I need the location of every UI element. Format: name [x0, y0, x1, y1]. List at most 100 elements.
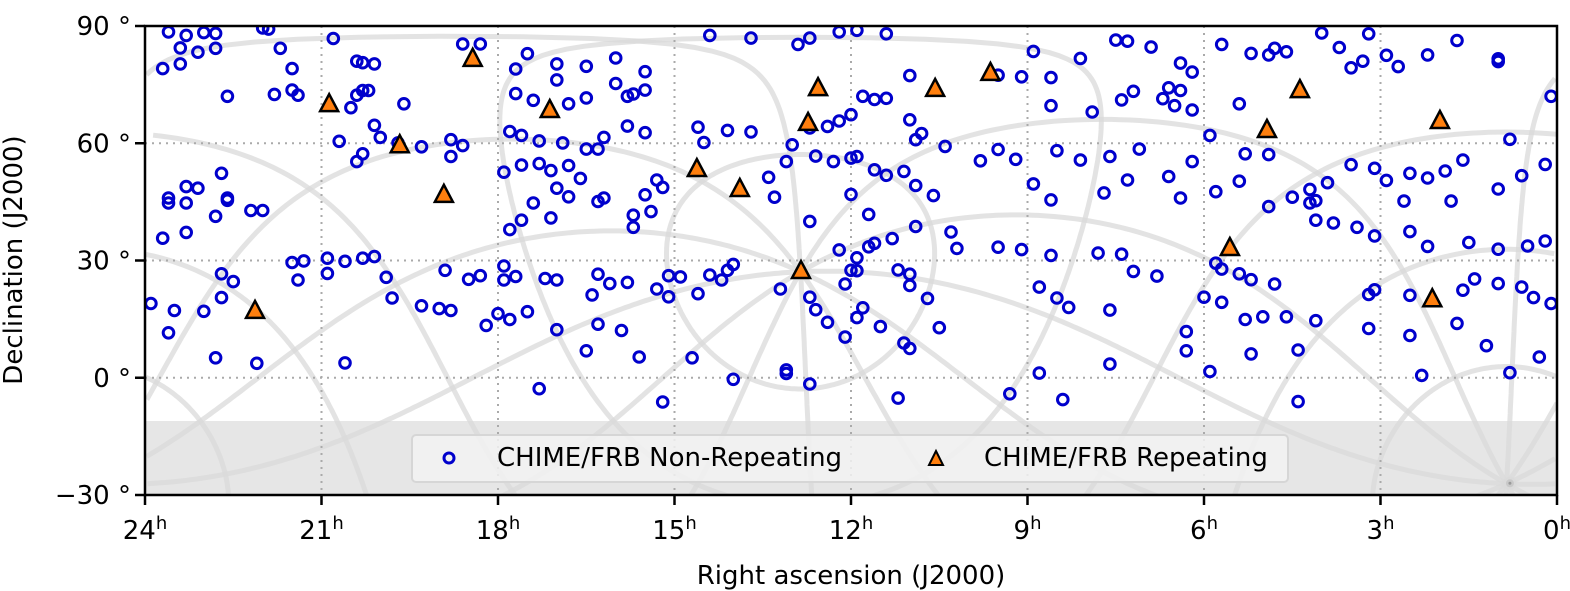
galactic-grid-line: [145, 33, 1557, 484]
data-point-non-repeating: [791, 37, 805, 52]
data-point-non-repeating: [1285, 190, 1300, 204]
data-point-non-repeating: [1532, 350, 1547, 364]
data-point-non-repeating: [879, 27, 894, 41]
data-point-non-repeating: [991, 142, 1005, 157]
data-point-non-repeating: [1161, 169, 1176, 184]
data-point-non-repeating: [497, 273, 511, 287]
data-point-non-repeating: [591, 317, 605, 332]
data-point-non-repeating: [514, 128, 529, 143]
data-point-non-repeating: [361, 83, 376, 98]
data-point-non-repeating: [561, 97, 576, 111]
data-point-non-repeating: [503, 124, 517, 139]
data-point-non-repeating: [744, 31, 758, 45]
data-point-non-repeating: [1291, 394, 1305, 409]
data-point-non-repeating: [367, 57, 382, 71]
x-tick-label: 18h: [476, 513, 521, 546]
data-point-non-repeating: [903, 341, 917, 356]
data-point-non-repeating: [1073, 153, 1088, 167]
data-point-non-repeating: [579, 91, 594, 105]
data-point-non-repeating: [214, 166, 229, 181]
data-point-non-repeating: [685, 351, 699, 365]
data-point-non-repeating: [550, 273, 564, 287]
data-point-non-repeating: [1156, 91, 1170, 106]
data-point-non-repeating: [473, 37, 488, 51]
data-point-non-repeating: [326, 31, 341, 46]
data-point-non-repeating: [1538, 234, 1552, 248]
data-point-non-repeating: [1232, 174, 1247, 188]
data-point-non-repeating: [473, 268, 488, 283]
data-point-non-repeating: [1050, 291, 1064, 305]
data-point-non-repeating: [720, 123, 735, 138]
data-point-non-repeating: [320, 266, 335, 281]
data-point-non-repeating: [938, 139, 952, 154]
data-point-non-repeating: [644, 204, 658, 219]
data-point-non-repeating: [438, 263, 452, 278]
data-point-non-repeating: [1309, 313, 1323, 328]
y-tick-label: 60 °: [77, 129, 131, 159]
x-axis-label: Right ascension (J2000): [697, 561, 1006, 591]
data-point-non-repeating: [903, 68, 917, 83]
data-point-non-repeating: [1403, 328, 1417, 343]
data-point-non-repeating: [785, 138, 800, 152]
data-point-non-repeating: [1032, 280, 1047, 294]
data-point-non-repeating: [191, 181, 205, 195]
data-point-non-repeating: [591, 267, 605, 282]
data-point-repeating: [789, 258, 813, 280]
data-point-non-repeating: [1244, 347, 1258, 361]
data-point-non-repeating: [1456, 153, 1470, 167]
data-point-non-repeating: [973, 154, 988, 168]
data-point-non-repeating: [850, 26, 864, 38]
y-tick-label: 90 °: [77, 12, 131, 42]
data-point-non-repeating: [1514, 280, 1529, 294]
data-point-non-repeating: [691, 286, 705, 301]
data-point-non-repeating: [767, 190, 782, 204]
data-point-non-repeating: [503, 222, 517, 237]
data-point-non-repeating: [820, 315, 835, 330]
data-point-non-repeating: [1044, 248, 1058, 263]
data-point-non-repeating: [1061, 300, 1076, 315]
data-point-non-repeating: [520, 46, 535, 61]
legend-circle-icon: [442, 451, 456, 465]
data-point-non-repeating: [1150, 269, 1164, 283]
data-point-non-repeating: [1097, 186, 1111, 200]
data-point-non-repeating: [432, 301, 447, 316]
data-point-repeating: [243, 298, 267, 320]
data-point-non-repeating: [832, 114, 847, 128]
data-point-non-repeating: [297, 254, 311, 268]
x-tick-label: 15h: [652, 513, 697, 546]
data-point-non-repeating: [650, 173, 664, 187]
data-point-non-repeating: [350, 54, 364, 69]
data-point-repeating: [1421, 286, 1444, 308]
data-point-non-repeating: [208, 26, 223, 41]
data-point-non-repeating: [444, 149, 458, 164]
data-point-non-repeating: [1314, 26, 1329, 40]
data-point-non-repeating: [1344, 157, 1358, 172]
data-point-non-repeating: [1214, 295, 1229, 310]
data-point-non-repeating: [1361, 321, 1376, 336]
data-point-non-repeating: [620, 89, 635, 104]
data-point-non-repeating: [1291, 343, 1305, 357]
data-point-non-repeating: [1173, 191, 1188, 205]
data-point-repeating: [924, 76, 947, 98]
data-point-non-repeating: [350, 88, 364, 102]
data-point-non-repeating: [1132, 142, 1147, 156]
data-point-non-repeating: [1232, 267, 1247, 281]
data-point-non-repeating: [856, 301, 870, 315]
data-point-non-repeating: [908, 219, 923, 234]
data-point-non-repeating: [338, 356, 352, 370]
data-point-non-repeating: [367, 249, 382, 264]
data-point-non-repeating: [1491, 182, 1505, 196]
data-point-non-repeating: [550, 73, 564, 87]
data-point-non-repeating: [803, 214, 817, 229]
data-point-non-repeating: [703, 28, 717, 43]
data-point-non-repeating: [320, 251, 335, 266]
data-point-non-repeating: [1256, 310, 1270, 324]
data-point-non-repeating: [714, 273, 729, 287]
data-point-non-repeating: [220, 89, 235, 104]
data-point-non-repeating: [1014, 242, 1029, 257]
data-point-non-repeating: [1044, 193, 1058, 207]
data-point-non-repeating: [608, 51, 623, 65]
data-point-non-repeating: [1326, 216, 1341, 230]
data-point-non-repeating: [1144, 40, 1158, 54]
data-point-non-repeating: [585, 288, 599, 302]
